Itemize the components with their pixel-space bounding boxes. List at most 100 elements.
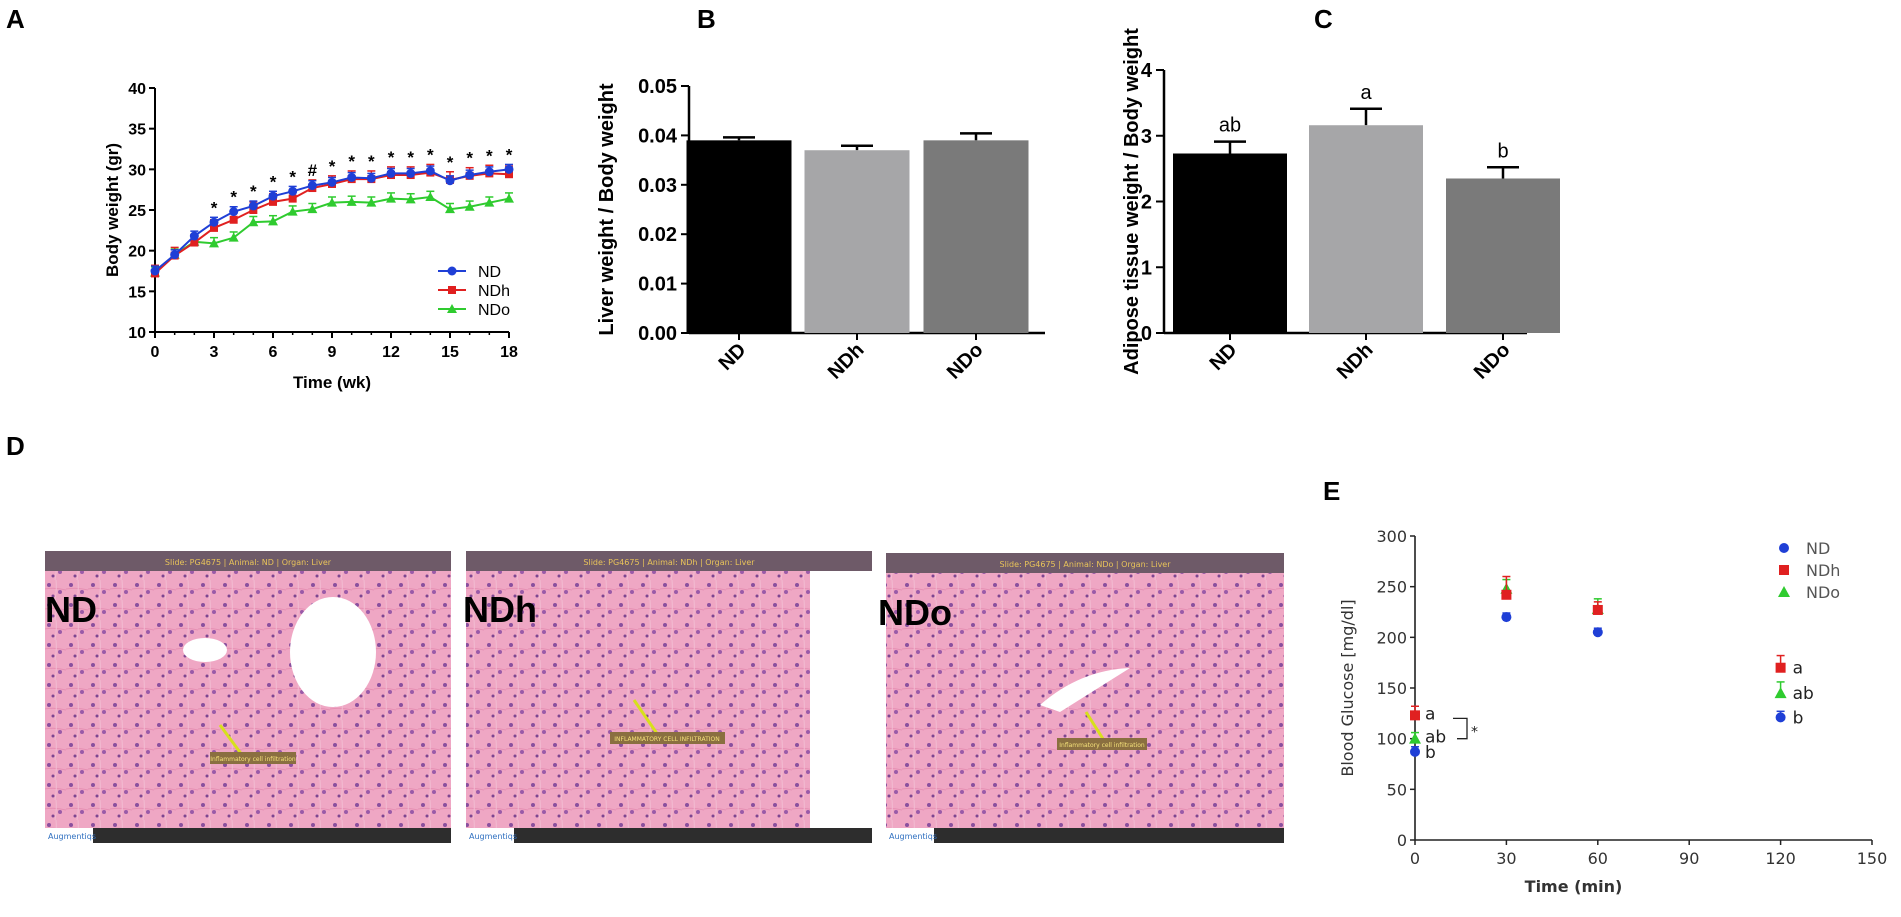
a-point-nd bbox=[504, 164, 514, 174]
vessel-lumen bbox=[290, 597, 376, 707]
brand-box-ndh bbox=[466, 828, 514, 843]
c-significance-letter: a bbox=[1360, 82, 1372, 104]
a-ytick-label: 25 bbox=[128, 203, 146, 220]
e-point-nd bbox=[1410, 746, 1420, 757]
annotation-text-ndh: INFLAMMATORY CELL INFILTRATION bbox=[614, 736, 719, 743]
a-point-nd bbox=[307, 181, 317, 191]
a-point-ndh bbox=[210, 223, 218, 232]
tissue-edge bbox=[810, 571, 872, 828]
b-ytick-label: 0.01 bbox=[638, 274, 677, 296]
c-significance-letter: ab bbox=[1219, 115, 1241, 137]
a-y-axis-label: Body weight (gr) bbox=[103, 143, 122, 277]
a-legend-marker-nd bbox=[447, 266, 457, 276]
tissue-image-ndh bbox=[466, 551, 872, 843]
annotation-text-nd: Inflammatory cell infiltration bbox=[210, 756, 296, 763]
c-significance-letter: b bbox=[1497, 140, 1508, 162]
e-ytick-label: 150 bbox=[1376, 679, 1407, 698]
e-letter-t120-nd: b bbox=[1793, 708, 1804, 728]
panel-label-b: B bbox=[697, 4, 716, 34]
c-bar-ndo bbox=[1446, 178, 1560, 333]
c-xtick-label-ndh: NDh bbox=[1333, 339, 1378, 384]
b-ytick-label: 0.04 bbox=[638, 125, 678, 147]
c-ytick-label: 3 bbox=[1141, 126, 1152, 148]
e-letter-t120-ndo: ab bbox=[1793, 684, 1814, 704]
a-point-ndo bbox=[307, 204, 318, 214]
e-ytick-label: 200 bbox=[1376, 628, 1407, 647]
annotation-arrow-ndo bbox=[1084, 711, 1107, 743]
e-legend-label-ndo: NDo bbox=[1806, 583, 1840, 602]
e-bracket-star: * bbox=[1471, 725, 1478, 741]
a-significance-mark: * bbox=[348, 152, 355, 171]
e-point-ndh bbox=[1592, 604, 1603, 615]
a-point-nd bbox=[347, 172, 357, 182]
e-point-nd bbox=[1501, 612, 1512, 623]
b-bar-nd bbox=[686, 140, 792, 333]
a-point-ndo bbox=[484, 197, 495, 207]
e-xtick-label: 60 bbox=[1588, 849, 1608, 868]
a-point-ndo bbox=[346, 196, 357, 206]
a-point-nd bbox=[209, 217, 219, 227]
a-point-ndo bbox=[287, 206, 298, 216]
a-legend-label-ndh: NDh bbox=[478, 283, 510, 300]
e-point-ndh bbox=[1775, 662, 1786, 673]
a-legend-marker-ndo bbox=[447, 304, 457, 313]
a-significance-mark: * bbox=[466, 149, 473, 168]
a-significance-mark: * bbox=[250, 182, 257, 201]
e-legend-label-ndh: NDh bbox=[1806, 561, 1840, 580]
a-point-ndo bbox=[366, 197, 377, 207]
panel-b-liver-ratio-chart: 0.00 0.01 0.02 0.03 0.04 0.05 ND NDh NDo Liver we… bbox=[596, 76, 1045, 384]
image-footer-bar-ndo bbox=[886, 828, 1284, 843]
b-ytick-label: 0.00 bbox=[638, 323, 677, 345]
e-legend-marker-ndo bbox=[1778, 586, 1790, 597]
a-significance-mark: * bbox=[289, 167, 296, 186]
a-point-nd bbox=[366, 173, 376, 183]
e-point-ndh bbox=[1501, 589, 1512, 600]
a-point-nd bbox=[445, 176, 455, 186]
a-point-ndo bbox=[248, 217, 259, 227]
brand-box-nd bbox=[45, 828, 93, 843]
a-point-ndh bbox=[269, 197, 277, 206]
a-point-ndh bbox=[190, 238, 199, 247]
a-significance-mark: * bbox=[230, 188, 237, 207]
a-point-nd bbox=[327, 177, 337, 187]
a-point-ndo bbox=[464, 201, 475, 211]
e-letter-t0-ndh: a bbox=[1425, 704, 1435, 724]
a-legend-label-ndo: NDo bbox=[478, 302, 510, 319]
image-header-text-ndh: Slide: PG4675 | Animal: NDh | Organ: Liv… bbox=[583, 558, 755, 567]
a-legend-label-nd: ND bbox=[478, 264, 501, 281]
a-point-nd bbox=[465, 170, 475, 180]
a-legend-marker-ndh bbox=[448, 286, 456, 294]
a-point-ndo bbox=[405, 194, 416, 204]
a-point-nd bbox=[425, 166, 435, 176]
a-point-ndo bbox=[445, 204, 455, 214]
a-point-nd bbox=[288, 186, 298, 196]
e-point-ndo bbox=[1409, 732, 1421, 744]
brand-text-ndh: Augmentiqs bbox=[469, 832, 517, 841]
a-xtick-label: 15 bbox=[441, 344, 459, 361]
a-significance-mark: * bbox=[270, 172, 277, 191]
a-ytick-label: 20 bbox=[128, 244, 146, 261]
b-xtick-label-nd: ND bbox=[715, 339, 751, 375]
a-point-ndo bbox=[327, 197, 337, 207]
c-ytick-label: 2 bbox=[1141, 192, 1152, 214]
a-xtick-label: 9 bbox=[328, 344, 337, 361]
a-point-nd bbox=[189, 231, 199, 241]
a-point-ndh bbox=[229, 215, 238, 224]
vessel-lumen-ndo bbox=[1040, 668, 1130, 712]
a-significance-mark: * bbox=[427, 145, 434, 164]
a-ytick-label: 10 bbox=[128, 325, 146, 342]
e-significance-bracket bbox=[1453, 717, 1468, 740]
e-xtick-label: 0 bbox=[1410, 849, 1420, 868]
a-significance-mark: * bbox=[368, 152, 375, 171]
e-point-nd bbox=[1592, 627, 1603, 638]
panel-e-glucose-chart: 0 50 100 150 200 250 300 0 30 60 90 120 150 Time (min… bbox=[1338, 527, 1887, 896]
a-xtick-label: 0 bbox=[151, 344, 160, 361]
e-ytick-label: 0 bbox=[1397, 831, 1407, 850]
annotation-arrow-ndh bbox=[632, 699, 662, 739]
b-ytick-label: 0.05 bbox=[638, 76, 677, 98]
micrograph-label-ndo: NDo bbox=[878, 592, 952, 633]
brand-box-ndo bbox=[886, 828, 934, 843]
c-y-axis-label: Adipose tissue weight / Body weight bbox=[1121, 28, 1143, 375]
a-point-nd bbox=[406, 168, 416, 178]
a-point-nd bbox=[170, 250, 180, 260]
